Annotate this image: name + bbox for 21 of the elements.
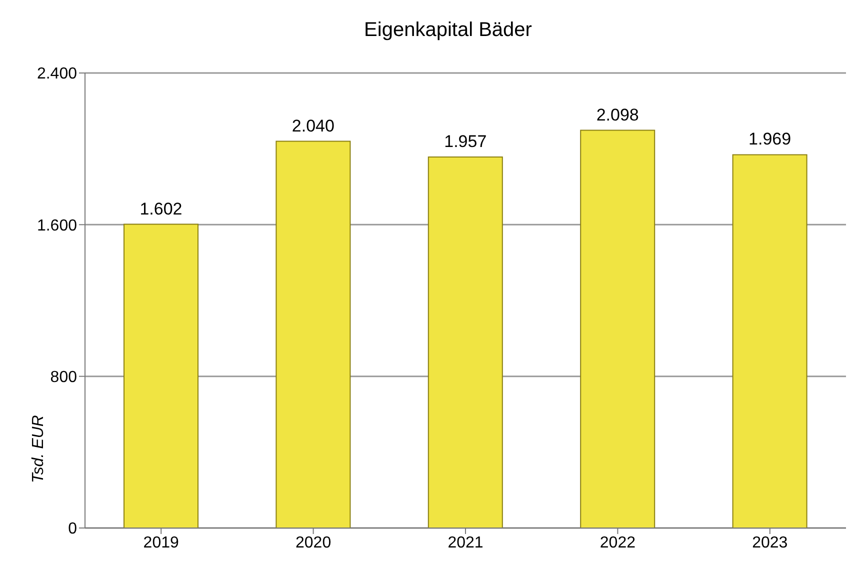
bar: [732, 154, 808, 528]
bar: [428, 156, 503, 528]
y-tick-label: 0: [68, 520, 78, 538]
y-tick-label: 800: [50, 369, 78, 386]
data-label: 2.040: [292, 116, 334, 136]
data-label: 1.969: [748, 130, 792, 149]
y-tick-label: 1.600: [36, 217, 78, 234]
data-label: 1.957: [444, 132, 487, 151]
x-tick-label: 2020: [296, 534, 332, 552]
y-tick-label: 2.400: [36, 66, 78, 83]
data-label: 2.098: [596, 105, 639, 124]
x-tick-label: 2023: [752, 534, 788, 552]
bar: [580, 130, 656, 528]
bar: [276, 140, 351, 528]
data-label: 1.602: [140, 199, 182, 218]
bar: [124, 224, 198, 528]
x-tick-label: 2022: [600, 534, 636, 552]
chart-title: Eigenkapital Bäder: [363, 18, 533, 43]
y-axis-title: Tsd. EUR: [30, 414, 47, 483]
x-tick-label: 2021: [448, 534, 484, 552]
x-tick-label: 2019: [143, 534, 179, 552]
